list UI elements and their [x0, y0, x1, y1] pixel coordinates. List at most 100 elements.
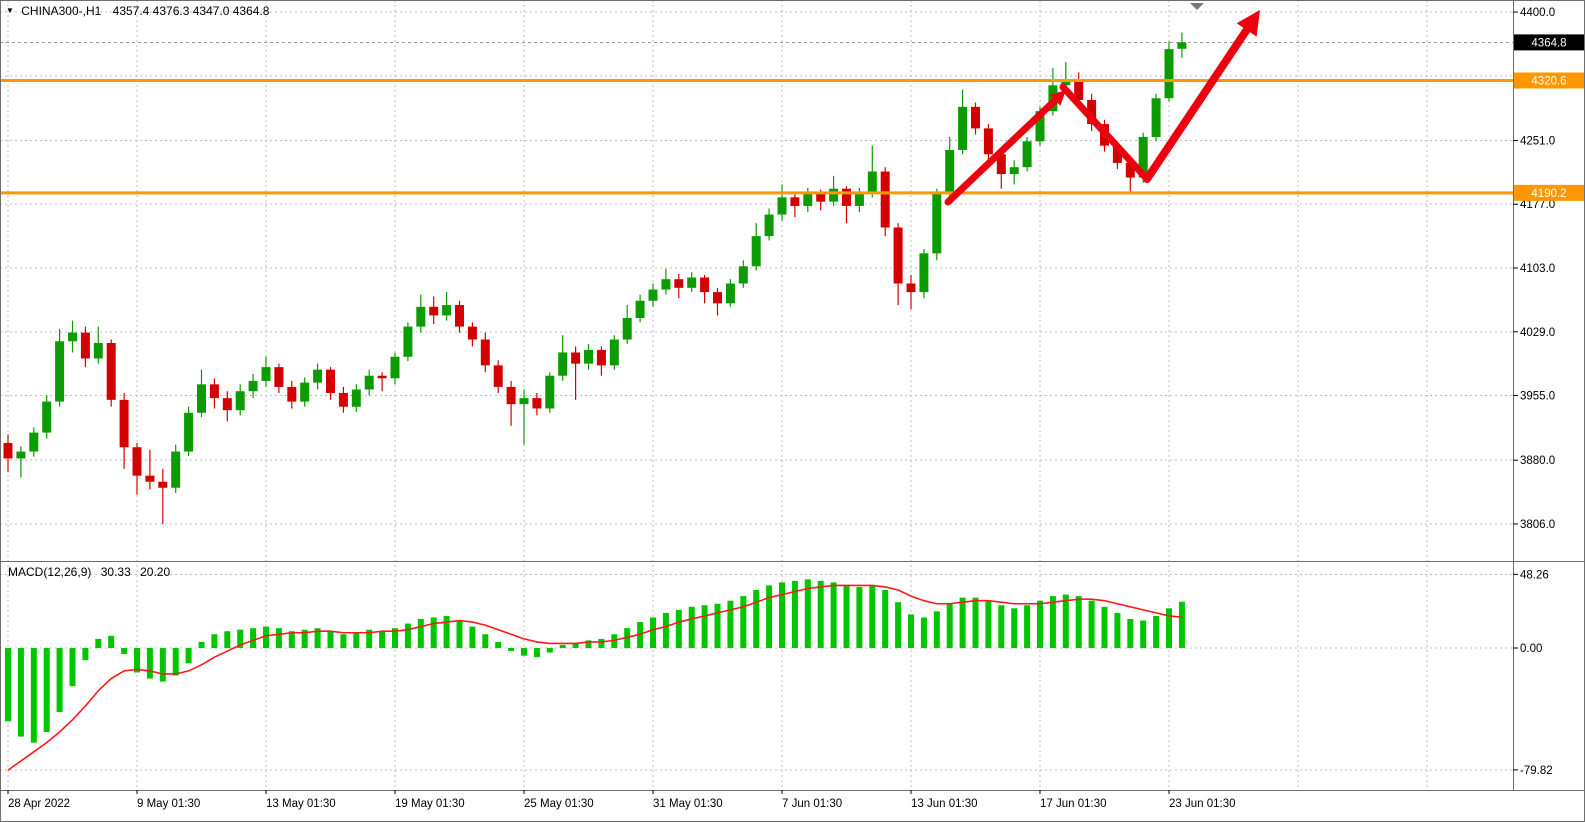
- candle-body: [222, 398, 232, 411]
- price-axis[interactable]: 4400.0 4251.0 4177.0 4103.0 4029.0 3955.0 3880…: [1513, 7, 1584, 531]
- macd-bar: [546, 648, 553, 653]
- candle-body: [532, 398, 542, 409]
- price-tick-label: 4177.0: [1520, 199, 1555, 211]
- candle-body: [596, 349, 606, 366]
- macd-bar: [1011, 608, 1018, 649]
- candle-body: [184, 412, 194, 452]
- macd-bar: [1024, 605, 1031, 649]
- candle-body: [751, 236, 761, 267]
- candle-body: [803, 193, 813, 206]
- candle-body: [80, 332, 90, 359]
- macd-bar: [933, 611, 940, 649]
- macd-bar: [1037, 600, 1043, 649]
- time-tick-label: 28 Apr 2022: [8, 798, 70, 810]
- macd-bar: [1127, 619, 1134, 649]
- candle-body: [519, 398, 529, 405]
- macd-bar: [882, 590, 889, 649]
- time-tick-label: 7 Jun 01:30: [782, 798, 842, 810]
- time-tick-label: 23 Jun 01:30: [1169, 798, 1236, 810]
- candle-body: [1177, 42, 1187, 49]
- current-price-badge: [1514, 34, 1584, 51]
- macd-bar: [263, 626, 269, 649]
- macd-bar: [134, 648, 140, 673]
- trend-arrows[interactable]: [944, 10, 1260, 206]
- macd-histogram: [5, 579, 1185, 743]
- arrow-head[interactable]: [1236, 10, 1260, 37]
- macd-bar: [779, 582, 785, 649]
- hline-price-badge-label: 4320.6: [1531, 75, 1566, 87]
- macd-bar: [727, 600, 734, 649]
- price-tick-label: 4400.0: [1520, 7, 1555, 19]
- macd-bar: [1178, 601, 1185, 649]
- macd-bar: [275, 628, 282, 649]
- ohlc-values: 4357.4 4376.3 4347.0 4364.8: [112, 4, 270, 18]
- candle-body: [945, 149, 955, 194]
- candle-body: [971, 106, 980, 129]
- macd-tick-label: 48.26: [1520, 569, 1549, 581]
- candle-body: [390, 356, 400, 379]
- symbol-dropdown-icon[interactable]: ▼: [6, 6, 14, 15]
- hline-price-badge: [1514, 184, 1584, 201]
- chart-shift-marker-icon[interactable]: [1190, 3, 1204, 10]
- macd-bar: [108, 635, 115, 649]
- macd-bar: [366, 629, 373, 649]
- candle-body: [300, 382, 310, 402]
- macd-bar: [559, 644, 566, 649]
- candle-body: [16, 451, 26, 459]
- arrow-head[interactable]: [1049, 90, 1066, 106]
- arrow-line[interactable]: [1059, 83, 1151, 183]
- macd-bar: [908, 614, 914, 649]
- candle-body: [416, 306, 426, 327]
- candle-body: [854, 193, 864, 206]
- candle-body: [571, 352, 581, 364]
- candle-body: [145, 475, 155, 482]
- candle-body: [158, 481, 168, 488]
- macd-bar: [211, 634, 218, 649]
- macd-bar: [508, 648, 515, 652]
- arrow-line[interactable]: [1143, 21, 1254, 183]
- macd-axis[interactable]: 48.26 0.00 -79.82: [1513, 569, 1553, 777]
- candle-body: [274, 367, 284, 387]
- price-tick-label: 4251.0: [1520, 135, 1555, 147]
- candle-body: [829, 188, 839, 202]
- candle-body: [1112, 145, 1122, 163]
- macd-bar: [1140, 620, 1147, 649]
- macd-bar: [946, 603, 953, 649]
- price-tick-label: 3955.0: [1520, 391, 1555, 403]
- macd-bar: [920, 617, 927, 649]
- candle-body: [558, 352, 568, 376]
- macd-bar: [1088, 600, 1095, 649]
- candle-body: [777, 197, 787, 215]
- candle-body: [1125, 162, 1135, 178]
- candle-body: [893, 227, 903, 284]
- candle-body: [880, 171, 890, 228]
- candle-body: [790, 197, 800, 206]
- macd-value-main: 30.33: [100, 565, 131, 579]
- macd-bar: [314, 628, 321, 649]
- candle-body: [635, 300, 645, 318]
- macd-signal-line: [7, 584, 1182, 771]
- candle-body: [93, 342, 103, 359]
- candle-body: [1074, 79, 1084, 100]
- candle-body: [351, 389, 361, 407]
- price-tick-label: 3880.0: [1520, 455, 1555, 467]
- macd-bar: [185, 648, 192, 664]
- macd-tick-label: -79.82: [1520, 765, 1553, 777]
- candle-body: [55, 341, 65, 402]
- price-tick-label: 4103.0: [1520, 263, 1555, 275]
- macd-bar: [430, 617, 437, 649]
- macd-bar: [353, 632, 360, 649]
- macd-bar: [392, 628, 398, 649]
- macd-bar: [495, 641, 502, 649]
- candle-body: [442, 305, 452, 316]
- macd-bar: [146, 648, 153, 679]
- macd-bar: [301, 629, 308, 649]
- macd-bar: [817, 580, 824, 649]
- time-axis[interactable]: 28 Apr 2022 9 May 01:30 13 May 01:30 19 May…: [7, 790, 1236, 810]
- macd-bar: [650, 617, 656, 649]
- arrow-line[interactable]: [944, 94, 1061, 206]
- candle-body: [622, 317, 632, 340]
- macd-value-signal: 20.20: [140, 565, 171, 579]
- macd-bar: [417, 619, 424, 649]
